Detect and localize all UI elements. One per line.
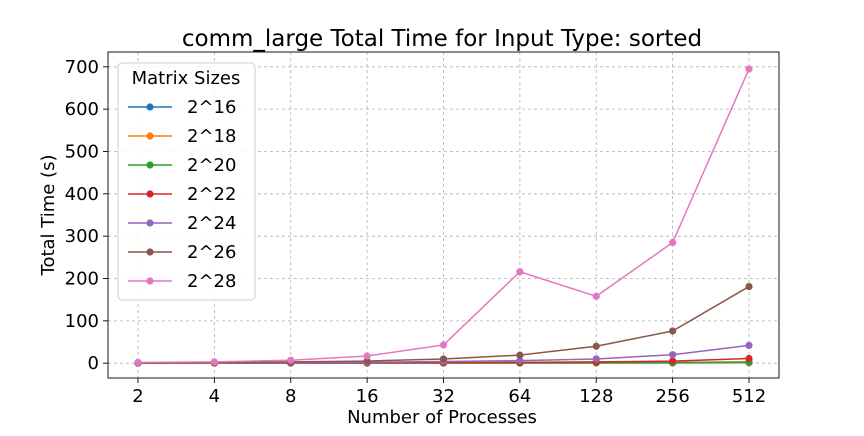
chart-title: comm_large Total Time for Input Type: so… bbox=[182, 26, 702, 52]
data-point bbox=[593, 343, 600, 350]
data-point bbox=[287, 357, 294, 364]
y-tick-label: 100 bbox=[65, 311, 99, 332]
legend-swatch-marker bbox=[146, 248, 153, 255]
data-point bbox=[745, 65, 752, 72]
data-point bbox=[440, 355, 447, 362]
legend-swatch-marker bbox=[146, 103, 153, 110]
x-tick-label: 128 bbox=[579, 386, 613, 407]
y-tick-label: 0 bbox=[88, 353, 99, 374]
y-tick-label: 400 bbox=[65, 184, 99, 205]
y-tick-label: 200 bbox=[65, 269, 99, 290]
x-tick-label: 16 bbox=[356, 386, 379, 407]
data-point bbox=[669, 327, 676, 334]
data-point bbox=[593, 355, 600, 362]
y-tick-label: 500 bbox=[65, 141, 99, 162]
data-point bbox=[440, 341, 447, 348]
legend-swatch-marker bbox=[146, 132, 153, 139]
y-tick-label: 300 bbox=[65, 226, 99, 247]
legend-label: 2^28 bbox=[187, 271, 236, 292]
data-point bbox=[593, 293, 600, 300]
legend-label: 2^18 bbox=[187, 126, 236, 147]
data-point bbox=[745, 355, 752, 362]
data-point bbox=[669, 357, 676, 364]
data-point bbox=[745, 342, 752, 349]
x-tick-label: 4 bbox=[209, 386, 220, 407]
legend-label: 2^24 bbox=[187, 213, 236, 234]
x-tick-label: 32 bbox=[432, 386, 455, 407]
x-tick-label: 64 bbox=[508, 386, 531, 407]
data-point bbox=[669, 239, 676, 246]
data-point bbox=[516, 352, 523, 359]
x-tick-label: 8 bbox=[285, 386, 296, 407]
x-axis-label: Number of Processes bbox=[347, 407, 537, 428]
legend-label: 2^20 bbox=[187, 155, 236, 176]
x-tick-label: 2 bbox=[132, 386, 143, 407]
data-point bbox=[669, 351, 676, 358]
legend: Matrix Sizes 2^16 2^18 2^20 2^22 2^24 2^26 2^2… bbox=[118, 63, 255, 300]
legend-swatch-marker bbox=[146, 219, 153, 226]
data-point bbox=[516, 268, 523, 275]
data-point bbox=[745, 283, 752, 290]
legend-swatch-marker bbox=[146, 277, 153, 284]
x-tick-label: 512 bbox=[732, 386, 766, 407]
y-tick-label: 600 bbox=[65, 99, 99, 120]
legend-swatch-marker bbox=[146, 190, 153, 197]
x-tick-label: 256 bbox=[655, 386, 689, 407]
data-point bbox=[134, 359, 141, 366]
data-point bbox=[364, 352, 371, 359]
legend-label: 2^16 bbox=[187, 97, 236, 118]
legend-label: 2^22 bbox=[187, 184, 236, 205]
data-point bbox=[211, 358, 218, 365]
legend-title: Matrix Sizes bbox=[132, 68, 241, 89]
y-tick-label: 700 bbox=[65, 57, 99, 78]
y-axis-label: Total Time (s) bbox=[38, 155, 59, 277]
legend-swatch-marker bbox=[146, 161, 153, 168]
legend-label: 2^26 bbox=[187, 242, 236, 263]
